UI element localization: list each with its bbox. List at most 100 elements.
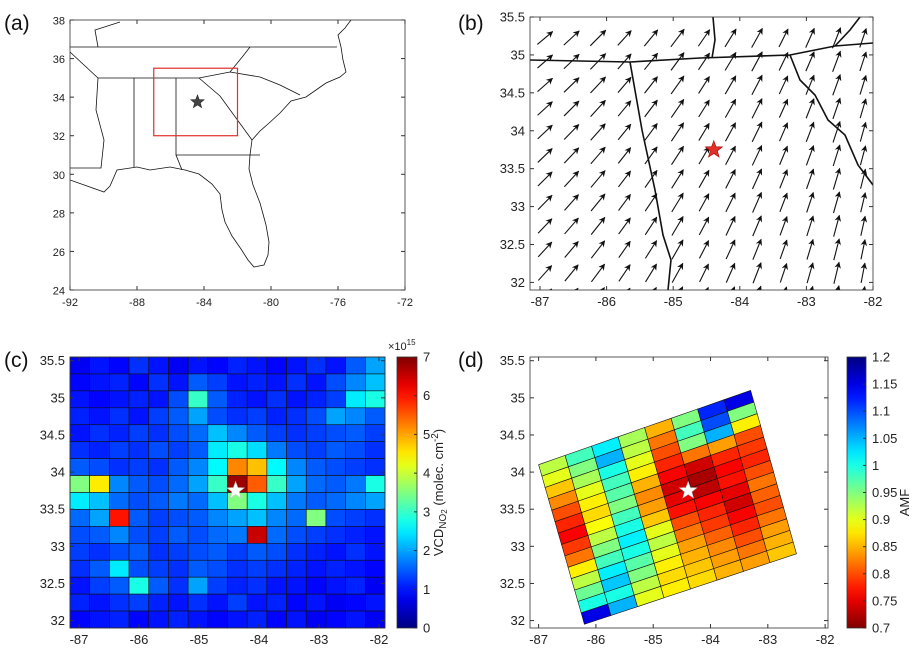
y-tick-label: 35.5: [500, 353, 525, 368]
grid-cell: [89, 576, 110, 595]
wind-arrow: [571, 287, 579, 290]
grid-cell: [128, 559, 150, 578]
wind-arrow: [590, 99, 606, 117]
grid-cell: [109, 390, 130, 409]
grid-cell: [89, 441, 110, 459]
site-star: [189, 94, 205, 109]
wind-arrow: [832, 167, 842, 190]
grid-cell: [148, 492, 169, 510]
grid-cell: [207, 526, 228, 544]
wind-arrow: [590, 240, 606, 259]
grid-cell: [266, 559, 287, 578]
wind-arrow: [752, 191, 763, 213]
grid-cell: [168, 559, 189, 578]
wind-arrow: [590, 193, 606, 212]
grid-cell: [345, 373, 366, 392]
grid-cell: [187, 576, 209, 595]
colorbar: [396, 356, 418, 629]
wind-arrow: [698, 52, 710, 71]
x-tick-label: -83: [310, 632, 329, 647]
grid-cell: [246, 475, 268, 493]
grid-cell: [345, 593, 366, 612]
grid-cell: [365, 475, 386, 493]
wind-arrow: [806, 191, 815, 213]
grid-cell: [89, 407, 110, 426]
wind-arrow: [832, 50, 842, 72]
y-tick-label: 32: [51, 613, 65, 628]
wind-arrow: [644, 123, 658, 141]
wind-arrow: [698, 146, 710, 165]
y-tick-label: 32.5: [500, 237, 525, 252]
wind-arrow: [778, 75, 789, 95]
wind-arrow: [644, 99, 658, 118]
colorbar-tick-label: 1.15: [872, 377, 897, 392]
grid-cell: [148, 458, 169, 476]
y-tick-label: 35.5: [40, 353, 65, 368]
grid-cell: [266, 424, 287, 442]
grid-cell: [168, 356, 189, 375]
grid-cell: [109, 407, 130, 426]
grid-cell: [246, 526, 268, 544]
grid-cell: [325, 492, 346, 510]
wind-arrow: [751, 74, 763, 96]
grid-cell: [207, 373, 228, 392]
wind-arrow: [859, 51, 868, 72]
colorbar-tick-label: 0.7: [872, 621, 890, 636]
grid-cell: [187, 492, 209, 510]
grid-cell: [266, 441, 287, 459]
colorbar-tick-label: 1.1: [872, 404, 890, 419]
wind-arrow: [670, 75, 685, 95]
colorbar-tick-label: 0.9: [872, 512, 890, 527]
grid-cell: [109, 593, 130, 612]
wind-arrow: [618, 240, 631, 259]
swath-cell: [766, 541, 797, 563]
site-star: [226, 480, 246, 499]
grid-cell: [128, 576, 150, 595]
grid-cell: [325, 509, 346, 527]
grid-cell: [148, 424, 169, 442]
grid-cell: [69, 559, 90, 578]
grid-cell: [266, 390, 287, 409]
grid-cell: [305, 373, 327, 392]
wind-arrow: [725, 215, 736, 236]
grid-cell: [69, 509, 90, 527]
grid-cell: [246, 424, 268, 442]
wind-arrow: [617, 170, 632, 188]
grid-cell: [168, 373, 189, 392]
grid-cell: [168, 492, 189, 510]
study-box: [153, 67, 239, 137]
grid-cell: [286, 543, 307, 561]
wind-arrow: [698, 193, 710, 212]
wind-arrow: [590, 146, 606, 165]
colorbar-tick-label: 0.8: [872, 566, 890, 581]
colorbar-tick-label: 6: [423, 388, 430, 403]
wind-arrow: [860, 239, 868, 260]
wind-arrow: [860, 168, 868, 189]
wind-arrow: [670, 28, 685, 48]
x-tick-label: -87: [70, 632, 89, 647]
grid-cell: [325, 610, 346, 629]
grid-cell: [246, 407, 268, 426]
wind-arrow: [779, 239, 788, 260]
wind-arrow: [643, 29, 659, 47]
grid-cell: [128, 458, 150, 476]
site-star: [678, 480, 698, 499]
grid-cell: [266, 610, 287, 629]
wind-arrow: [644, 146, 658, 165]
wind-arrow: [537, 124, 553, 140]
x-tick-label: -84: [196, 297, 212, 309]
axes-frame: [69, 356, 386, 629]
wind-arrow: [617, 147, 632, 164]
grid-cell: [148, 373, 169, 392]
grid-cell: [246, 576, 268, 595]
grid-cell: [286, 407, 307, 426]
axes-frame: [529, 16, 874, 291]
colorbar-tick-label: 1.05: [872, 431, 897, 446]
wind-arrow: [645, 263, 657, 283]
grid-cell: [365, 610, 386, 629]
wind-arrow: [859, 74, 868, 95]
wind-arrow: [537, 171, 553, 187]
grid-cell: [227, 458, 248, 476]
grid-cell: [109, 441, 130, 459]
grid-cell: [128, 593, 150, 612]
